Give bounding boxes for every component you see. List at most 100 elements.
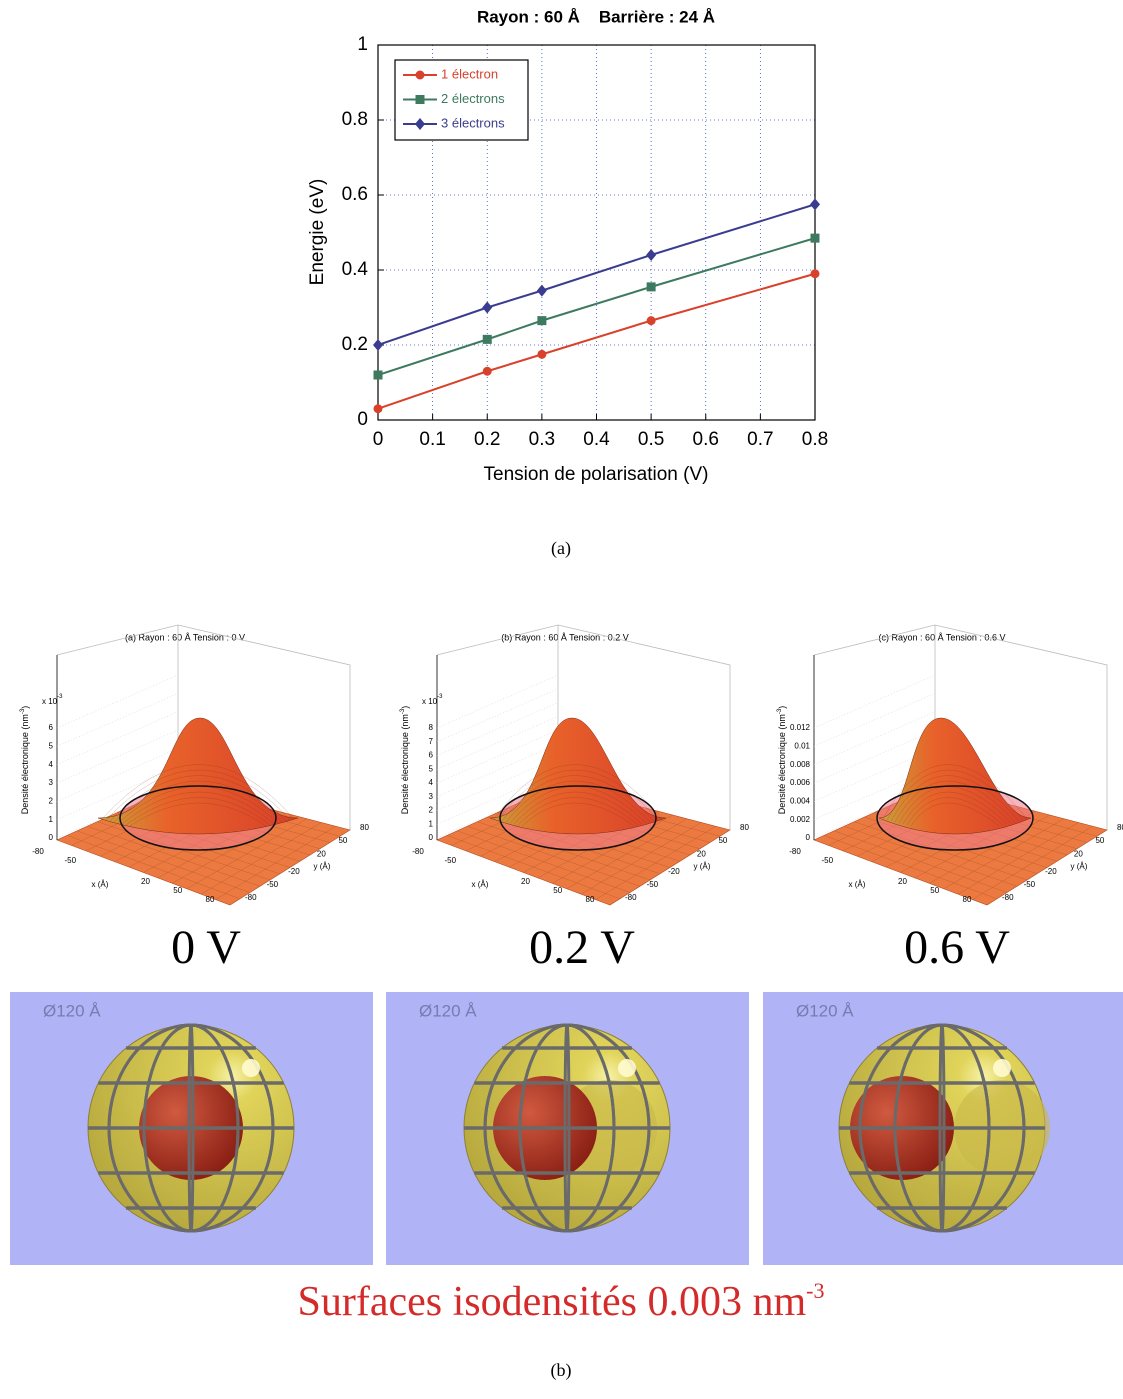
z-axis-label: Densité électronique (nm-3) xyxy=(777,706,788,814)
marker xyxy=(373,339,383,351)
grid-line xyxy=(436,757,559,811)
y-tick-label: 50 xyxy=(1095,836,1104,845)
marker xyxy=(373,370,383,380)
highlight xyxy=(618,1059,636,1077)
z-label-text: Densité électronique (nm xyxy=(400,714,410,814)
grid-line xyxy=(56,711,179,765)
x-tick-label: 80 xyxy=(206,895,215,904)
grid-line xyxy=(813,729,936,784)
y-tick-label: 0.2 xyxy=(342,334,368,355)
grid-line xyxy=(436,729,559,784)
marker xyxy=(482,366,492,376)
marker xyxy=(482,334,492,344)
z-label-exp: -3 xyxy=(20,708,26,714)
z-tick-label: 8 xyxy=(429,723,434,732)
x-tick-label: -50 xyxy=(64,856,76,865)
grid-line xyxy=(813,748,936,802)
x-tick-label: 0.5 xyxy=(638,429,664,450)
marker xyxy=(482,301,493,314)
voltage-label: 0.2 V xyxy=(529,921,635,974)
highlight xyxy=(993,1059,1011,1077)
multiplier-exp: -3 xyxy=(437,694,443,700)
y-tick-label: 80 xyxy=(1117,823,1123,832)
grid-line xyxy=(813,766,936,820)
mesh-line xyxy=(493,764,663,820)
y-tick-label: -20 xyxy=(288,867,300,876)
z-label-text: Densité électronique (nm xyxy=(777,714,787,814)
z-tick-label: 0 xyxy=(429,833,434,842)
x-tick-label: 50 xyxy=(930,886,939,895)
multiplier-exp: -3 xyxy=(57,694,63,700)
z-tick-label: 7 xyxy=(429,737,434,746)
y-tick-label: 50 xyxy=(338,836,347,845)
floor-grid xyxy=(215,826,336,900)
y-tick-label: 20 xyxy=(317,849,326,858)
x-axis-label: x (Å) xyxy=(849,880,866,889)
y-tick-label: 80 xyxy=(740,823,749,832)
x-tick-label: -50 xyxy=(821,856,833,865)
z-tick-label: 6 xyxy=(49,723,54,732)
grid-line xyxy=(436,688,559,742)
plot-title: (b) Rayon : 60 Å Tension : 0.2 V xyxy=(501,632,628,642)
grid-line xyxy=(56,674,179,729)
grid-line xyxy=(436,743,559,797)
y-tick-label: -80 xyxy=(245,893,257,902)
cage-meridian xyxy=(483,1023,651,1233)
mesh-line xyxy=(105,769,291,821)
x-tick-label: 20 xyxy=(141,877,150,886)
render: Ø120 Å xyxy=(10,992,373,1265)
grid-line xyxy=(436,784,559,839)
y-tick-label: 50 xyxy=(718,836,727,845)
x-axis-label: x (Å) xyxy=(92,880,109,889)
z-tick-label: 4 xyxy=(49,760,54,769)
x-tick-label: 0.1 xyxy=(419,429,445,450)
y-axis-label: y (Å) xyxy=(1071,862,1088,871)
z-label-exp: -3 xyxy=(400,708,406,714)
z-label-close: ) xyxy=(400,706,410,709)
marker xyxy=(536,284,547,297)
render-label: Ø120 Å xyxy=(43,1001,101,1020)
z-tick-label: 3 xyxy=(49,778,54,787)
grid-line xyxy=(56,748,179,802)
ring xyxy=(119,785,277,851)
cage-meridian xyxy=(107,1023,275,1233)
mesh-line xyxy=(505,780,651,823)
y-tick-label: 20 xyxy=(1074,849,1083,858)
multiplier: x 10-3 xyxy=(42,694,63,707)
grid-line xyxy=(436,771,559,825)
y-tick-label: -20 xyxy=(668,867,680,876)
multiplier: x 10-3 xyxy=(422,694,443,707)
surface-plot: (b) Rayon : 60 Å Tension : 0.2 V 0 1 2 3 4 5 6 7… xyxy=(400,624,749,906)
voltage-label: 0.6 V xyxy=(904,921,1010,974)
render: Ø120 Å xyxy=(763,992,1123,1265)
x-axis-label: x (Å) xyxy=(472,880,489,889)
ring xyxy=(499,785,657,851)
grid-line xyxy=(436,702,559,756)
floor-grid xyxy=(972,826,1093,900)
z-tick-label: 1 xyxy=(49,815,54,824)
floor-grid xyxy=(595,826,716,900)
x-tick-label: -80 xyxy=(32,847,44,856)
z-axis-label: Densité électronique (nm-3) xyxy=(20,706,31,814)
y-tick-label: 0.6 xyxy=(342,184,368,205)
mesh-line xyxy=(894,780,1016,823)
y-tick-label: -50 xyxy=(1024,880,1036,889)
x-tick-label: 0 xyxy=(373,429,384,450)
z-label-text: Densité électronique (nm xyxy=(20,714,30,814)
marker xyxy=(646,282,656,292)
z-tick-label: 1 xyxy=(429,819,434,828)
y-tick-label: -50 xyxy=(647,880,659,889)
grid-line xyxy=(436,716,559,770)
legend-marker xyxy=(415,118,425,130)
y-axis-label: y (Å) xyxy=(694,862,711,871)
mesh-line xyxy=(521,802,635,827)
legend-label: 1 électron xyxy=(441,66,498,81)
surface-plot: (a) Rayon : 60 Å Tension : 0 V 0 1 2 3 4 5 6 x 1… xyxy=(20,624,369,906)
y-axis-label: y (Å) xyxy=(314,862,331,871)
caption: (b) xyxy=(551,1360,572,1381)
x-tick-label: 0.4 xyxy=(583,429,610,450)
marker xyxy=(810,233,820,243)
z-tick-label: 4 xyxy=(429,778,434,787)
grid-line xyxy=(813,711,936,765)
